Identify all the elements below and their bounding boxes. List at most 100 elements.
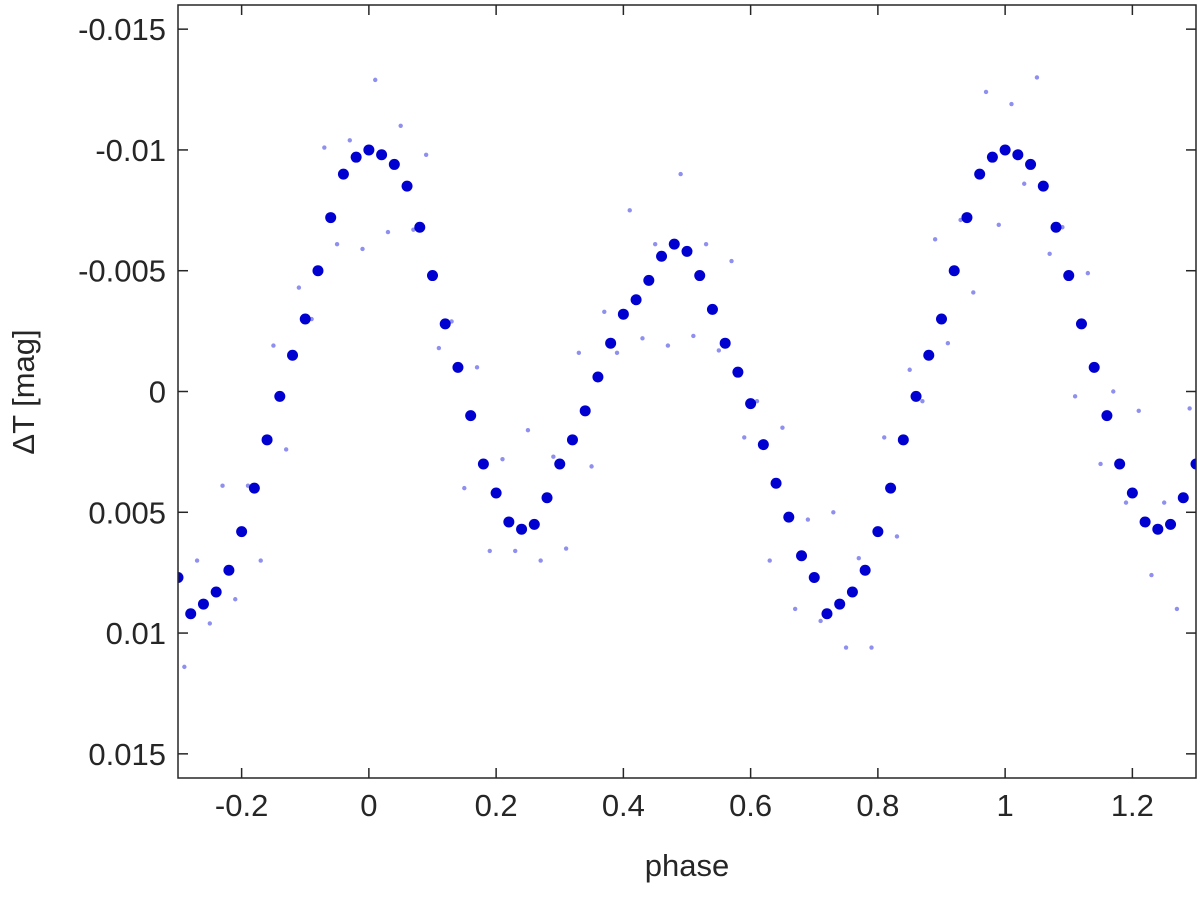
raw-point xyxy=(742,435,747,440)
binned-point xyxy=(617,308,629,320)
raw-point xyxy=(398,123,403,128)
binned-point xyxy=(656,250,668,262)
raw-point xyxy=(1149,572,1154,578)
raw-point xyxy=(525,427,531,433)
binned-point xyxy=(630,294,642,306)
raw-point xyxy=(831,510,836,515)
raw-point xyxy=(716,348,722,353)
raw-point xyxy=(882,435,887,440)
binned-point xyxy=(643,274,655,286)
binned-point xyxy=(261,434,273,446)
raw-point xyxy=(678,171,683,177)
binned-point xyxy=(592,371,604,383)
binned-point xyxy=(185,608,197,620)
y-axis-label: ΔT [mag] xyxy=(6,329,41,454)
y-tick-label: -0.005 xyxy=(78,254,166,289)
raw-point xyxy=(1034,75,1040,80)
binned-point xyxy=(732,366,744,378)
binned-point xyxy=(210,586,222,598)
binned-point xyxy=(1012,149,1024,161)
y-tick-label: 0.01 xyxy=(106,616,166,651)
binned-point xyxy=(796,550,808,562)
binned-point xyxy=(681,245,693,257)
raw-point xyxy=(780,425,785,430)
raw-point xyxy=(1022,181,1027,186)
raw-point xyxy=(691,333,696,339)
raw-point xyxy=(373,77,378,83)
binned-point xyxy=(248,482,260,494)
binned-point xyxy=(846,586,858,598)
binned-point xyxy=(554,458,566,470)
binned-point xyxy=(834,598,846,610)
binned-point xyxy=(783,511,795,523)
raw-point xyxy=(767,558,772,563)
raw-point xyxy=(322,145,327,150)
x-tick-label: 0 xyxy=(360,788,377,823)
raw-point xyxy=(589,464,594,469)
binned-point xyxy=(1075,318,1087,330)
plot-area xyxy=(178,75,1196,670)
binned-point xyxy=(897,434,909,446)
binned-point xyxy=(414,221,426,233)
raw-point xyxy=(894,534,900,539)
raw-point xyxy=(207,621,213,626)
raw-point xyxy=(614,350,620,356)
raw-point xyxy=(1111,389,1116,394)
raw-point xyxy=(971,290,976,295)
x-tick-label: 1.2 xyxy=(1111,788,1154,823)
x-tick-label: 0.6 xyxy=(729,788,772,823)
raw-point xyxy=(640,336,645,341)
raw-point xyxy=(563,546,569,551)
y-tick-label: -0.01 xyxy=(95,133,166,168)
binned-point xyxy=(541,492,553,504)
binned-point xyxy=(427,270,438,282)
binned-point xyxy=(745,398,757,410)
binned-point xyxy=(579,405,591,417)
raw-point xyxy=(627,208,632,213)
binned-point xyxy=(706,303,718,315)
binned-point xyxy=(274,390,286,402)
x-tick-label: 0.2 xyxy=(475,788,518,823)
x-tick-label: 0.8 xyxy=(856,788,899,823)
raw-point xyxy=(576,350,582,356)
binned-point xyxy=(388,158,400,170)
y-tick-label: 0.005 xyxy=(88,495,166,530)
binned-point xyxy=(503,516,515,528)
raw-point xyxy=(1161,500,1167,505)
raw-point xyxy=(271,343,276,348)
binned-point xyxy=(1088,361,1100,373)
raw-point xyxy=(334,241,340,247)
binned-point xyxy=(910,390,922,402)
binned-point xyxy=(350,151,362,163)
raw-point xyxy=(1085,270,1091,276)
binned-point xyxy=(605,337,617,349)
raw-point xyxy=(436,345,442,351)
raw-point xyxy=(220,483,225,488)
binned-point xyxy=(566,434,578,446)
binned-point xyxy=(197,598,209,610)
binned-point xyxy=(223,564,235,576)
raw-point xyxy=(1098,461,1103,467)
raw-point xyxy=(907,367,912,372)
binned-point xyxy=(312,265,324,277)
raw-point xyxy=(602,309,607,314)
x-tick-label: 1 xyxy=(997,788,1014,823)
raw-point xyxy=(1123,500,1129,505)
binned-point xyxy=(948,265,960,277)
binned-point xyxy=(1101,410,1113,422)
binned-point xyxy=(808,572,820,584)
binned-point xyxy=(401,180,413,192)
binned-point xyxy=(986,151,998,163)
x-tick-label: 0.4 xyxy=(602,788,645,823)
binned-point xyxy=(1037,180,1049,192)
raw-point xyxy=(869,645,874,650)
y-tick-label: -0.015 xyxy=(78,12,166,47)
binned-point xyxy=(885,482,897,494)
raw-point xyxy=(920,398,925,404)
binned-point xyxy=(465,410,477,422)
binned-point xyxy=(1025,158,1037,170)
binned-point xyxy=(668,238,680,250)
binned-point xyxy=(1063,270,1075,282)
raw-point xyxy=(487,548,492,554)
